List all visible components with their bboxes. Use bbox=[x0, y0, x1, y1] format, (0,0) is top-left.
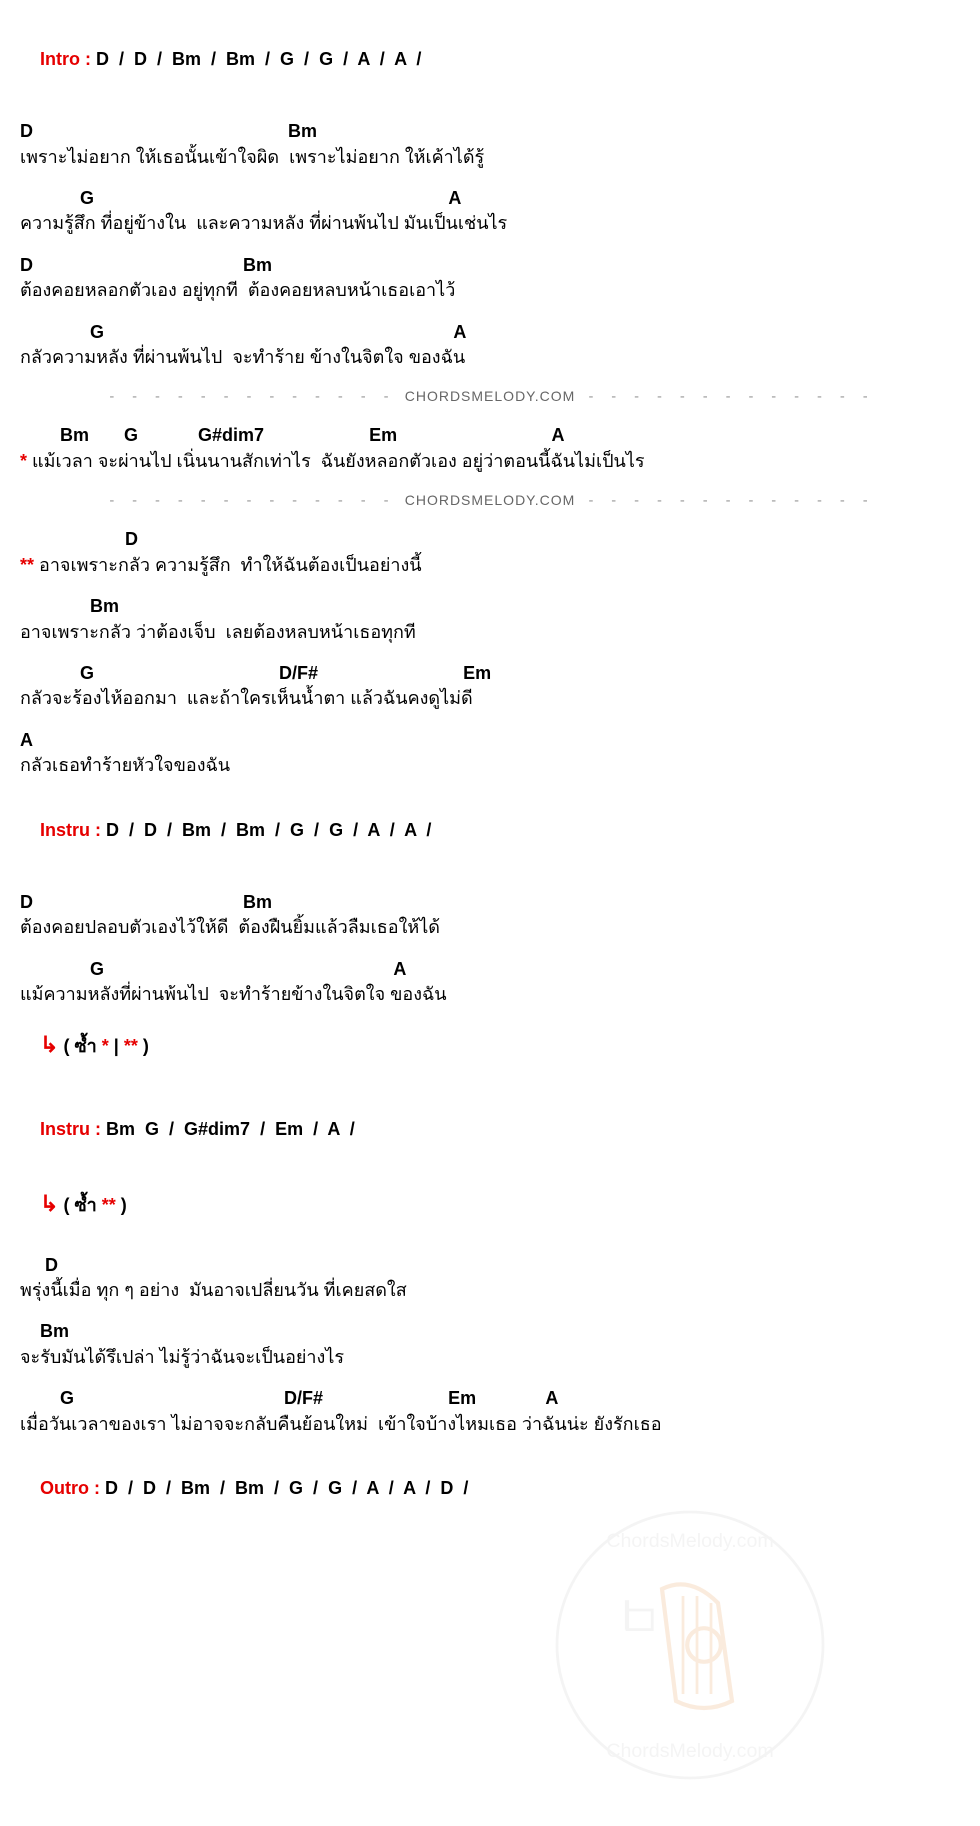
verse2-lyric2: แม้ความหลังที่ผ่านพ้นไป จะทำร้ายข้างในจิ… bbox=[20, 983, 960, 1006]
outro-line: Outro : D / D / Bm / Bm / G / G / A / A … bbox=[20, 1454, 960, 1524]
verse3-lyric2: จะรับมันได้รึเปล่า ไม่รู้ว่าฉันจะเป็นอย่… bbox=[20, 1346, 960, 1369]
instru1-label: Instru : bbox=[40, 820, 101, 840]
chorus-lyric3: กลัวจะร้องไห้ออกมา และถ้าใครเห็นน้ำตา แล… bbox=[20, 687, 960, 710]
prechorus: Bm G G#dim7 Em A * แม้เวลา จะผ่านไป เนิ่… bbox=[20, 424, 960, 473]
intro-label: Intro : bbox=[40, 49, 91, 69]
divider2-text: CHORDSMELODY.COM bbox=[405, 492, 576, 508]
instru1-chords-text: D / D / Bm / Bm / G / G / A / A / bbox=[106, 820, 431, 840]
instru2-line: Instru : Bm G / G#dim7 / Em / A / bbox=[20, 1095, 960, 1165]
verse3-chord2: Bm bbox=[20, 1320, 960, 1343]
chorus-lyric4: กลัวเธอทำร้ายหัวใจของฉัน bbox=[20, 754, 960, 777]
repeat2-text: ( ซ้ำ bbox=[63, 1195, 101, 1215]
chorus-chord1: D bbox=[20, 528, 960, 551]
verse3-lyric1: พรุ่งนี้เมื่อ ทุก ๆ อย่าง มันอาจเปลี่ยนว… bbox=[20, 1279, 960, 1302]
chorus-chord4: A bbox=[20, 729, 960, 752]
verse1-chord2: G A bbox=[20, 187, 960, 210]
verse3: D พรุ่งนี้เมื่อ ทุก ๆ อย่าง มันอาจเปลี่ย… bbox=[20, 1254, 960, 1436]
intro-chords-text: D / D / Bm / Bm / G / G / A / A / bbox=[96, 49, 421, 69]
verse1-lyric2: ความรู้สึก ที่อยู่ข้างใน และความหลัง ที่… bbox=[20, 212, 960, 235]
outro-label: Outro : bbox=[40, 1478, 100, 1498]
verse1-lyric3: ต้องคอยหลอกตัวเอง อยู่ทุกที ต้องคอยหลบหน… bbox=[20, 279, 960, 302]
divider1-text: CHORDSMELODY.COM bbox=[405, 388, 576, 404]
verse3-lyric3: เมื่อวันเวลาของเรา ไม่อาจจะกลับคืนย้อนให… bbox=[20, 1413, 960, 1436]
verse3-chord1: D bbox=[20, 1254, 960, 1277]
repeat1-star1: * bbox=[102, 1036, 109, 1056]
repeat1-sep: | bbox=[109, 1036, 124, 1056]
instru2-label: Instru : bbox=[40, 1119, 101, 1139]
verse1-chord4: G A bbox=[20, 321, 960, 344]
verse2-chord2: G A bbox=[20, 958, 960, 981]
divider2: - - - - - - - - - - - - - CHORDSMELODY.C… bbox=[20, 491, 960, 510]
prechorus-star: * bbox=[20, 451, 27, 471]
verse1-lyric1: เพราะไม่อยาก ให้เธอนั้นเข้าใจผิด เพราะไม… bbox=[20, 146, 960, 169]
repeat2-star: ** bbox=[102, 1195, 116, 1215]
chorus-lyric2: อาจเพราะกลัว ว่าต้องเจ็บ เลยต้องหลบหน้าเ… bbox=[20, 621, 960, 644]
svg-text:ChordsMelody.com: ChordsMelody.com bbox=[606, 1530, 773, 1552]
intro-line: Intro : D / D / Bm / Bm / G / G / A / A … bbox=[20, 25, 960, 95]
verse2-lyric1: ต้องคอยปลอบตัวเองไว้ให้ดี ต้องฝืนยิ้มแล้… bbox=[20, 916, 960, 939]
chorus: D ** อาจเพราะกลัว ความรู้สึก ทำให้ฉันต้อ… bbox=[20, 528, 960, 777]
divider1: - - - - - - - - - - - - - CHORDSMELODY.C… bbox=[20, 387, 960, 406]
verse1-chord3: D Bm bbox=[20, 254, 960, 277]
chorus-star: ** bbox=[20, 555, 34, 575]
chorus-chord2: Bm bbox=[20, 595, 960, 618]
verse2-chord1: D Bm bbox=[20, 891, 960, 914]
repeat2: ↳ ( ซ้ำ ** ) bbox=[40, 1190, 960, 1219]
repeat1-arrow-icon: ↳ bbox=[40, 1032, 58, 1057]
verse1: D Bm เพราะไม่อยาก ให้เธอนั้นเข้าใจผิด เพ… bbox=[20, 120, 960, 369]
repeat2-arrow-icon: ↳ bbox=[40, 1191, 58, 1216]
chord-sheet-container: Intro : D / D / Bm / Bm / G / G / A / A … bbox=[20, 25, 960, 1524]
verse2: D Bm ต้องคอยปลอบตัวเองไว้ให้ดี ต้องฝืนยิ… bbox=[20, 891, 960, 1007]
chorus-lyric1: ** อาจเพราะกลัว ความรู้สึก ทำให้ฉันต้องเ… bbox=[20, 554, 960, 577]
watermark-icon: ChordsMelody.com ChordsMelody.com bbox=[550, 1505, 830, 1785]
chorus-chord3: G D/F# Em bbox=[20, 662, 960, 685]
verse3-chord3: G D/F# Em A bbox=[20, 1387, 960, 1410]
svg-text:ChordsMelody.com: ChordsMelody.com bbox=[606, 1740, 773, 1762]
prechorus-lyric: * แม้เวลา จะผ่านไป เนิ่นนานสักเท่าไร ฉัน… bbox=[20, 450, 960, 473]
prechorus-lyric-text: แม้เวลา จะผ่านไป เนิ่นนานสักเท่าไร ฉันยั… bbox=[27, 451, 645, 471]
instru2-chords-text: Bm G / G#dim7 / Em / A / bbox=[106, 1119, 355, 1139]
outro-chords-text: D / D / Bm / Bm / G / G / A / A / D / bbox=[105, 1478, 468, 1498]
chorus-lyric1-text: อาจเพราะกลัว ความรู้สึก ทำให้ฉันต้องเป็น… bbox=[34, 555, 422, 575]
repeat1-star2: ** bbox=[124, 1036, 138, 1056]
repeat1-end: ) bbox=[138, 1036, 149, 1056]
repeat1-text: ( ซ้ำ bbox=[63, 1036, 101, 1056]
verse1-chord1: D Bm bbox=[20, 120, 960, 143]
verse1-lyric4: กลัวความหลัง ที่ผ่านพ้นไป จะทำร้าย ข้างใ… bbox=[20, 346, 960, 369]
instru1-line: Instru : D / D / Bm / Bm / G / G / A / A… bbox=[20, 796, 960, 866]
prechorus-chords: Bm G G#dim7 Em A bbox=[20, 424, 960, 447]
repeat1: ↳ ( ซ้ำ * | ** ) bbox=[40, 1031, 960, 1060]
repeat2-end: ) bbox=[116, 1195, 127, 1215]
